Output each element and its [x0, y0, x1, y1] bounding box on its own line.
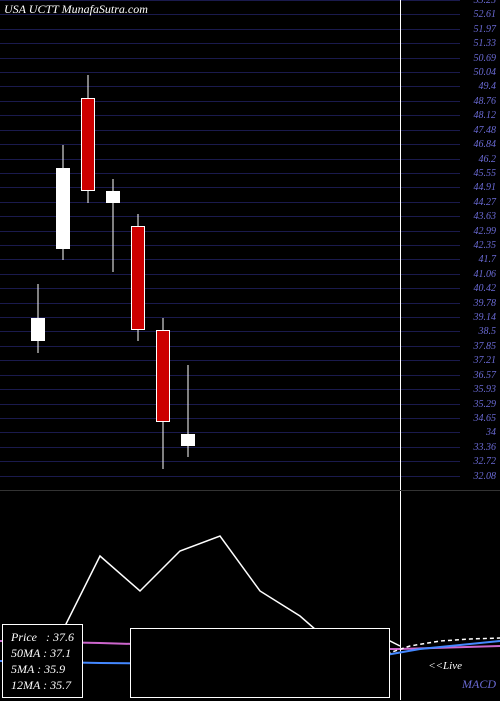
- grid-line: [0, 72, 460, 73]
- chart-title: USA UCTT MunafaSutra.com: [4, 2, 148, 17]
- grid-line: [0, 274, 460, 275]
- y-axis-label: 41.7: [479, 254, 497, 265]
- live-label: <<Live: [428, 660, 462, 672]
- ma12-row: 12MA : 35.7: [11, 677, 74, 693]
- y-axis-label: 49.4: [479, 81, 497, 92]
- y-axis-label: 36.57: [474, 370, 497, 381]
- y-axis-label: 42.99: [474, 226, 497, 237]
- macd-label: MACD: [462, 677, 496, 692]
- price-value: 37.6: [53, 630, 74, 644]
- grid-line: [0, 303, 460, 304]
- y-axis-label: 32.08: [474, 471, 497, 482]
- y-axis-label: 34: [486, 427, 496, 438]
- y-axis-label: 38.5: [479, 326, 497, 337]
- y-axis-label: 50.04: [474, 67, 497, 78]
- grid-line: [0, 346, 460, 347]
- grid-line: [0, 115, 460, 116]
- y-axis-label: 32.72: [474, 456, 497, 467]
- price-label: Price: [11, 630, 37, 644]
- grid-line: [0, 404, 460, 405]
- y-axis-label: 37.21: [474, 355, 497, 366]
- y-axis-label: 33.36: [474, 442, 497, 453]
- y-axis-label: 37.85: [474, 341, 497, 352]
- y-axis-label: 50.69: [474, 53, 497, 64]
- candle-body: [106, 191, 120, 203]
- candle-body: [56, 168, 70, 249]
- y-axis-label: 48.12: [474, 110, 497, 121]
- grid-line: [0, 43, 460, 44]
- y-axis-label: 34.65: [474, 413, 497, 424]
- inner-box: [130, 628, 390, 698]
- grid-line: [0, 58, 460, 59]
- y-axis-label: 48.76: [474, 96, 497, 107]
- grid-line: [0, 360, 460, 361]
- grid-line: [0, 389, 460, 390]
- ma50-label: 50MA: [11, 646, 40, 660]
- grid-line: [0, 447, 460, 448]
- y-axis-labels: 53.25 52.61 51.97 51.33 50.69 50.04 49.4 48.76 4…: [460, 0, 498, 490]
- y-axis-label: 53.25: [474, 0, 497, 6]
- ma50-value: 37.1: [50, 646, 71, 660]
- grid-line: [0, 418, 460, 419]
- grid-line: [0, 0, 460, 1]
- y-axis-label: 51.33: [474, 38, 497, 49]
- y-axis-label: 42.35: [474, 240, 497, 251]
- grid-line: [0, 101, 460, 102]
- grid-line: [0, 159, 460, 160]
- y-axis-label: 52.61: [474, 9, 497, 20]
- y-axis-label: 44.27: [474, 197, 497, 208]
- y-axis-label: 41.06: [474, 269, 497, 280]
- ma5-value: 35.9: [44, 662, 65, 676]
- grid-line: [0, 259, 460, 260]
- info-box: Price : 37.6 50MA : 37.1 5MA : 35.9 12MA…: [2, 624, 83, 698]
- y-axis-label: 39.78: [474, 298, 497, 309]
- grid-line: [0, 331, 460, 332]
- grid-line: [0, 476, 460, 477]
- y-axis-label: 47.48: [474, 125, 497, 136]
- grid-line: [0, 29, 460, 30]
- grid-line: [0, 144, 460, 145]
- grid-line: [0, 317, 460, 318]
- candle-body: [31, 318, 45, 341]
- y-axis-label: 46.2: [479, 154, 497, 165]
- grid-line: [0, 130, 460, 131]
- y-axis-label: 40.42: [474, 283, 497, 294]
- grid-line: [0, 86, 460, 87]
- grid-line: [0, 432, 460, 433]
- y-axis-label: 46.84: [474, 139, 497, 150]
- ma12-label: 12MA: [11, 678, 40, 692]
- y-axis-label: 51.97: [474, 24, 497, 35]
- ma50-row: 50MA : 37.1: [11, 645, 74, 661]
- ma5-row: 5MA : 35.9: [11, 661, 74, 677]
- grid-line: [0, 461, 460, 462]
- candle-body: [181, 434, 195, 446]
- indicator-panel: Price : 37.6 50MA : 37.1 5MA : 35.9 12MA…: [0, 490, 500, 700]
- y-axis-label: 44.91: [474, 182, 497, 193]
- ma12-value: 35.7: [50, 678, 71, 692]
- grid-line: [0, 288, 460, 289]
- grid-line: [0, 375, 460, 376]
- y-axis-label: 45.55: [474, 168, 497, 179]
- chart-container: USA UCTT MunafaSutra.com 53.25 52.61 51.97…: [0, 0, 500, 700]
- y-axis-label: 39.14: [474, 312, 497, 323]
- candlestick-area: [0, 0, 460, 490]
- price-row: Price : 37.6: [11, 629, 74, 645]
- y-axis-label: 35.93: [474, 384, 497, 395]
- y-axis-label: 35.29: [474, 399, 497, 410]
- y-axis-label: 43.63: [474, 211, 497, 222]
- ma5-label: 5MA: [11, 662, 34, 676]
- candle-body: [81, 98, 95, 191]
- candle-body: [131, 226, 145, 330]
- candle-body: [156, 330, 170, 423]
